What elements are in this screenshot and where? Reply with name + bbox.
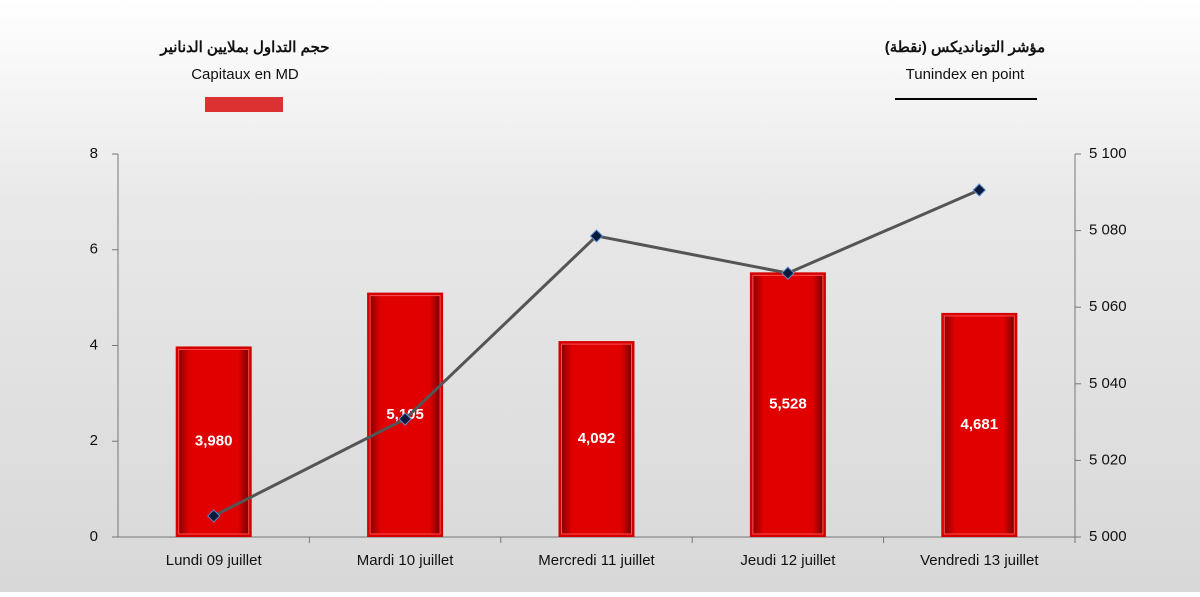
y-tick-label: 2 (90, 432, 98, 449)
x-tick-label: Mardi 10 juillet (357, 552, 455, 569)
x-tick-label: Jeudi 12 juillet (740, 552, 836, 569)
y-tick-label: 6 (90, 241, 98, 258)
y2-tick-label: 5 080 (1089, 222, 1127, 239)
legend-title-ar: حجم التداول بملايين الدنانير (159, 39, 329, 56)
data-label: 4,092 (578, 430, 616, 447)
x-tick-label: Lundi 09 juillet (166, 552, 263, 569)
y-tick-label: 4 (90, 336, 98, 353)
legend-label: Tunindex en point (906, 66, 1026, 83)
data-label: 4,681 (961, 416, 999, 433)
y2-tick-label: 5 040 (1089, 375, 1127, 392)
y2-tick-label: 5 060 (1089, 298, 1127, 315)
data-label: 5,528 (769, 396, 807, 413)
legend-label: Capitaux en MD (191, 66, 299, 83)
legend-title-ar: مؤشر التونانديكس (نقطة) (885, 39, 1045, 56)
y-tick-label: 0 (90, 528, 98, 545)
chart: حجم التداول بملايين الدنانير Capitaux en… (0, 0, 1200, 592)
y2-tick-label: 5 020 (1089, 451, 1127, 468)
y-tick-label: 8 (90, 145, 98, 162)
legend-swatch (205, 97, 283, 112)
data-label: 3,980 (195, 433, 233, 450)
y2-tick-label: 5 000 (1089, 528, 1127, 545)
x-tick-label: Vendredi 13 juillet (920, 552, 1039, 569)
x-tick-label: Mercredi 11 juillet (538, 552, 655, 569)
y2-tick-label: 5 100 (1089, 145, 1127, 162)
